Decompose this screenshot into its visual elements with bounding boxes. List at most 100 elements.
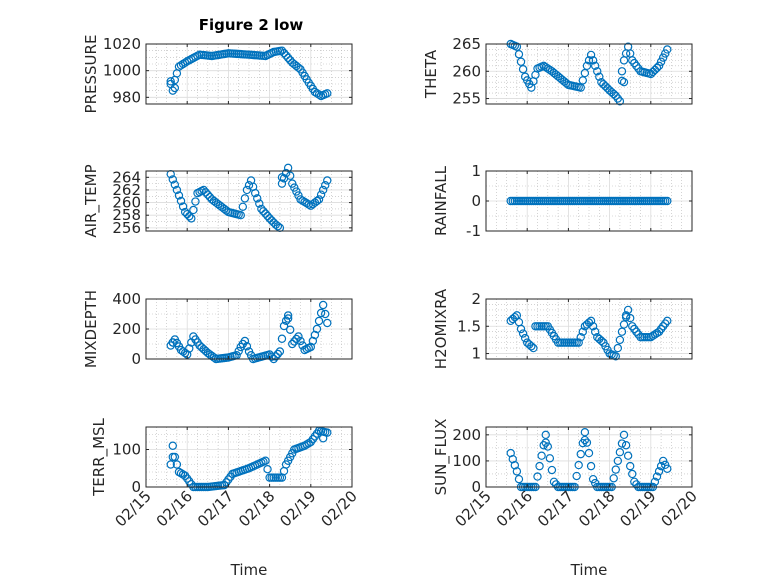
data-point bbox=[318, 185, 328, 195]
y-tick-label: 200 bbox=[452, 426, 481, 444]
data-point bbox=[615, 97, 625, 106]
data-point bbox=[590, 61, 600, 71]
data-point bbox=[283, 53, 293, 63]
data-point bbox=[539, 441, 548, 450]
y-tick-label: 1020 bbox=[103, 35, 141, 53]
data-point bbox=[263, 464, 272, 474]
data-point bbox=[185, 344, 194, 353]
data-point bbox=[545, 454, 555, 463]
data-point bbox=[283, 314, 293, 323]
data-point bbox=[661, 460, 670, 470]
data-point bbox=[273, 349, 283, 359]
y-tick-label: 260 bbox=[452, 62, 481, 80]
data-point bbox=[576, 449, 585, 459]
data-point bbox=[189, 205, 198, 215]
data-point bbox=[576, 332, 585, 342]
data-point bbox=[576, 83, 585, 92]
data-point bbox=[170, 83, 180, 93]
data-point bbox=[318, 300, 328, 310]
data-point bbox=[263, 211, 272, 221]
data-point bbox=[621, 441, 631, 450]
data-point bbox=[518, 65, 528, 74]
data-point bbox=[174, 467, 184, 477]
data-point bbox=[312, 196, 322, 206]
data-point bbox=[187, 214, 196, 223]
data-point bbox=[273, 222, 283, 231]
data-point bbox=[578, 327, 588, 336]
data-point bbox=[294, 191, 303, 200]
data-point bbox=[611, 465, 620, 474]
data-point bbox=[597, 336, 606, 346]
data-point bbox=[615, 448, 625, 457]
data-point bbox=[586, 50, 596, 60]
data-point bbox=[316, 190, 326, 199]
data-point bbox=[209, 353, 219, 362]
data-point bbox=[261, 209, 270, 218]
data-point bbox=[288, 179, 297, 188]
data-point bbox=[547, 465, 557, 475]
axes-box bbox=[145, 426, 353, 488]
data-point bbox=[663, 316, 672, 326]
data-point bbox=[613, 456, 623, 466]
subplot-mixdepth: 0 200 400 MIXDEPTH bbox=[82, 290, 353, 368]
data-point bbox=[279, 48, 289, 58]
axes-box bbox=[485, 426, 693, 488]
data-point bbox=[168, 452, 177, 462]
data-point bbox=[658, 456, 668, 466]
y-tick-label: 0 bbox=[471, 192, 481, 210]
data-point bbox=[619, 320, 629, 329]
y-tick-label: 980 bbox=[112, 88, 141, 106]
data-series bbox=[506, 305, 672, 361]
data-point bbox=[609, 89, 618, 99]
data-point bbox=[168, 441, 177, 450]
data-point bbox=[203, 190, 212, 199]
data-point bbox=[255, 199, 264, 208]
data-point bbox=[201, 188, 210, 197]
axes-box bbox=[145, 170, 353, 232]
data-point bbox=[323, 89, 332, 98]
data-point bbox=[281, 51, 291, 60]
data-point bbox=[588, 322, 598, 331]
subplot-h2omixra: 1 1.5 2 H2OMIXRA bbox=[432, 288, 693, 369]
subplot-theta: 255 260 265 THETA bbox=[422, 35, 693, 108]
data-point bbox=[617, 439, 627, 448]
data-point bbox=[623, 305, 633, 315]
data-point bbox=[300, 441, 309, 450]
data-point bbox=[541, 62, 550, 72]
data-point bbox=[323, 318, 332, 328]
data-series bbox=[506, 196, 672, 206]
data-point bbox=[619, 430, 629, 440]
y-axis-label: SUN_FLUX bbox=[432, 419, 451, 496]
y-tick-label: 265 bbox=[452, 35, 481, 53]
y-tick-label: 258 bbox=[112, 206, 141, 224]
data-point bbox=[512, 467, 522, 476]
x-axis-label: Time bbox=[570, 561, 608, 579]
data-point bbox=[180, 348, 190, 358]
data-point bbox=[281, 316, 291, 325]
data-point bbox=[176, 196, 186, 206]
data-point bbox=[663, 45, 672, 54]
data-point bbox=[306, 342, 315, 352]
data-point bbox=[240, 194, 250, 203]
data-point bbox=[277, 179, 287, 188]
data-point bbox=[527, 342, 536, 351]
data-series bbox=[166, 46, 332, 101]
data-point bbox=[259, 207, 268, 216]
data-point bbox=[648, 331, 658, 341]
data-point bbox=[652, 472, 662, 481]
data-point bbox=[593, 67, 602, 76]
data-point bbox=[242, 342, 252, 351]
data-point bbox=[283, 311, 293, 320]
data-point bbox=[166, 460, 175, 469]
y-tick-label: 0 bbox=[471, 478, 481, 496]
y-tick-label: 0 bbox=[131, 350, 141, 368]
y-tick-label: 400 bbox=[112, 290, 141, 308]
y-tick-label: 264 bbox=[112, 168, 141, 186]
data-point bbox=[244, 181, 254, 190]
data-point bbox=[271, 352, 280, 361]
data-point bbox=[510, 312, 520, 322]
data-point bbox=[314, 90, 324, 99]
figure-title: Figure 2 low bbox=[199, 16, 304, 34]
data-point bbox=[512, 42, 522, 51]
data-point bbox=[323, 428, 332, 437]
